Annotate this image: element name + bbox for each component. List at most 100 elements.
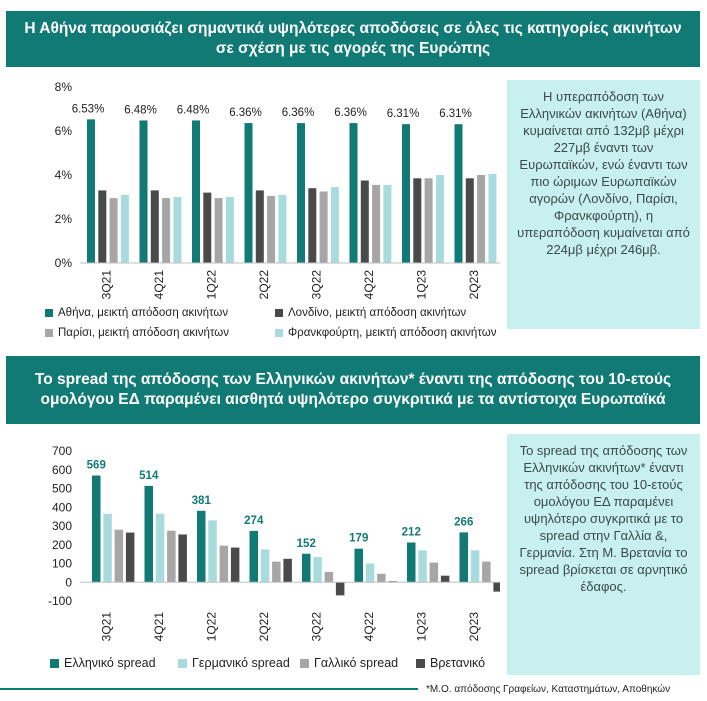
bar-2	[255, 190, 264, 263]
bar-3	[482, 561, 491, 583]
bar-3	[114, 529, 124, 583]
legend-label: Γαλλικό spread	[314, 656, 399, 670]
yield-chart: 0% 2% 4% 6% 8% 6.53% 3Q21 6.48% 4Q21 6.48% 1Q22 6.3…	[55, 80, 500, 300]
legend-swatch	[178, 658, 187, 668]
bar-2	[470, 550, 480, 583]
y-tick-label: 200	[52, 538, 72, 552]
legend-label: Ελληνικό spread	[64, 656, 156, 670]
data-label: 6.31%	[439, 108, 472, 120]
y-tick-label: 0%	[55, 256, 73, 270]
y-tick-label: 4%	[55, 168, 73, 182]
spread-chart: -100 0 100 200 300 400 500 600 700 569 3Q21 514 4Q21…	[48, 444, 500, 642]
x-tick-label: 4Q21	[152, 270, 166, 300]
x-tick-label: 4Q22	[362, 612, 376, 642]
bar-4	[335, 582, 345, 596]
data-label: 266	[454, 516, 473, 528]
bar-4	[435, 175, 444, 263]
y-tick-label: 600	[52, 463, 72, 477]
bar-3	[162, 198, 171, 263]
bar-2	[418, 550, 427, 583]
bar-1	[87, 119, 95, 263]
bar-3	[377, 573, 386, 583]
bar-4	[125, 532, 135, 583]
legend-swatch	[275, 309, 283, 317]
legend-label: Λονδίνο, μεικτή απόδοση ακινήτων	[288, 307, 467, 319]
legend-item: Παρίσι, μεικτή απόδοση ακινήτων	[45, 327, 229, 339]
legend-swatch	[300, 658, 309, 668]
bar-2	[465, 178, 474, 263]
legend-swatch	[45, 329, 53, 337]
bar-4	[330, 187, 339, 263]
bar-2	[150, 190, 159, 263]
x-tick-label: 2Q23	[467, 612, 481, 642]
y-tick-label: 2%	[55, 212, 73, 226]
legend-item: Λονδίνο, μεικτή απόδοση ακινήτων	[275, 307, 466, 319]
bar-4	[488, 173, 497, 263]
bar-3	[267, 195, 276, 263]
data-label: 152	[297, 538, 316, 550]
spread-chart-legend: Ελληνικό spread Γερμανικό spread Γαλλικό s…	[50, 656, 500, 672]
data-label: 6.53%	[72, 103, 105, 115]
data-label: 6.36%	[229, 107, 262, 119]
data-label: 6.36%	[334, 107, 367, 119]
data-label: 212	[402, 527, 421, 539]
bar-4	[493, 582, 500, 592]
bar-1	[407, 542, 416, 583]
bar-1	[402, 124, 410, 264]
bar-3	[219, 545, 229, 583]
legend-item: Φρανκφούρτη, μεικτή απόδοση ακινήτων	[275, 327, 496, 339]
data-label: 274	[244, 515, 264, 527]
x-tick-label: 1Q23	[414, 612, 428, 642]
data-label: 6.31%	[387, 108, 420, 120]
data-label: 6.48%	[177, 104, 210, 116]
legend-label: Βρετανικό	[430, 656, 486, 670]
bar-1	[192, 120, 200, 263]
bar-3	[372, 184, 381, 263]
footnote: *Μ.Ο. απόδοσης Γραφείων, Καταστημάτων, Α…	[426, 684, 671, 695]
bar-4	[225, 197, 234, 263]
data-label: 569	[87, 460, 106, 472]
legend-swatch	[275, 329, 283, 337]
legend-label: Παρίσι, μεικτή απόδοση ακινήτων	[58, 327, 229, 339]
bar-1	[92, 475, 101, 583]
bar-2	[413, 178, 422, 263]
x-tick-label: 2Q22	[257, 612, 271, 642]
bar-2	[313, 556, 322, 583]
yield-commentary-note: Η υπεραπόδοση των Ελληνικών ακινήτων (Αθ…	[507, 80, 700, 329]
yield-chart-legend: Αθήνα, μεικτή απόδοση ακινήτων Λονδίνο, μ…	[45, 307, 505, 347]
bar-3	[319, 191, 328, 263]
x-tick-label: 1Q23	[414, 270, 428, 300]
bar-3	[477, 175, 486, 263]
bar-2	[98, 190, 107, 263]
x-tick-label: 4Q21	[152, 612, 166, 642]
x-tick-label: 3Q22	[309, 612, 323, 642]
bar-3	[324, 571, 334, 583]
bar-3	[167, 530, 176, 583]
data-label: 6.36%	[282, 107, 315, 119]
chart2-title-banner: Το spread της απόδοσης των Ελληνικών ακι…	[6, 356, 700, 424]
data-label: 514	[139, 470, 159, 482]
legend-item: Αθήνα, μεικτή απόδοση ακινήτων	[45, 307, 228, 319]
bar-2	[203, 192, 212, 263]
data-label: 6.48%	[124, 104, 157, 116]
y-tick-label: 8%	[55, 80, 73, 94]
bar-2	[103, 513, 112, 583]
bar-2	[155, 513, 165, 583]
data-label: 179	[349, 533, 368, 545]
bar-1	[244, 123, 253, 263]
x-tick-label: 2Q22	[257, 270, 271, 300]
bar-4	[178, 534, 187, 583]
y-tick-label: -100	[48, 594, 72, 608]
bar-1	[139, 120, 148, 263]
bar-1	[349, 123, 358, 263]
bar-2	[308, 188, 317, 263]
bar-4	[283, 558, 292, 583]
legend-label: Φρανκφούρτη, μεικτή απόδοση ακινήτων	[288, 327, 497, 339]
x-tick-label: 4Q22	[362, 270, 376, 300]
bar-1	[302, 553, 311, 583]
y-tick-label: 700	[52, 444, 72, 458]
legend-swatch	[416, 658, 425, 668]
bar-3	[424, 178, 433, 263]
bar-3	[109, 198, 118, 263]
y-tick-label: 300	[52, 519, 72, 533]
